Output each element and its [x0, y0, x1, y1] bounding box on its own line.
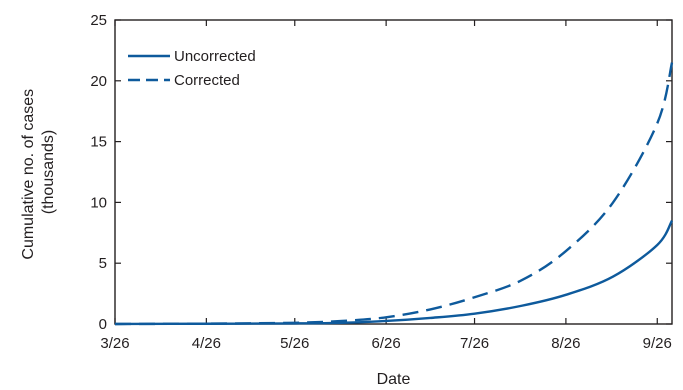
y-axis-title-line-2: (thousands) [40, 130, 57, 215]
x-tick-label: 6/26 [372, 335, 401, 352]
x-tick-label: 9/26 [643, 335, 672, 352]
chart-axes: 0 5 10 15 20 25 3/26 4/26 5/26 6/26 7/26 8/26 9/26 [90, 12, 673, 352]
y-tick-label: 10 [90, 194, 107, 211]
chart-legend: Uncorrected Corrected [128, 48, 256, 89]
x-tick-label: 8/26 [551, 335, 580, 352]
x-tick-label: 5/26 [280, 335, 309, 352]
series-line-corrected [114, 62, 674, 326]
x-axis-title: Date [377, 371, 411, 388]
series-line-uncorrected [114, 220, 674, 326]
x-tick-label: 3/26 [100, 335, 129, 352]
y-tick-label: 5 [99, 255, 107, 272]
y-tick-label: 0 [99, 316, 107, 333]
y-axis-title-line-1: Cumulative no. of cases [20, 89, 37, 260]
y-axis-title: Cumulative no. of cases (thousands) [20, 84, 57, 259]
chart-series [114, 62, 674, 326]
x-tick-label: 4/26 [192, 335, 221, 352]
y-tick-label: 25 [90, 12, 107, 29]
legend-label-uncorrected: Uncorrected [174, 48, 256, 65]
y-tick-label: 15 [90, 134, 107, 151]
y-tick-label: 20 [90, 73, 107, 90]
x-tick-label: 7/26 [460, 335, 489, 352]
legend-label-corrected: Corrected [174, 72, 240, 89]
plot-frame [114, 19, 673, 325]
